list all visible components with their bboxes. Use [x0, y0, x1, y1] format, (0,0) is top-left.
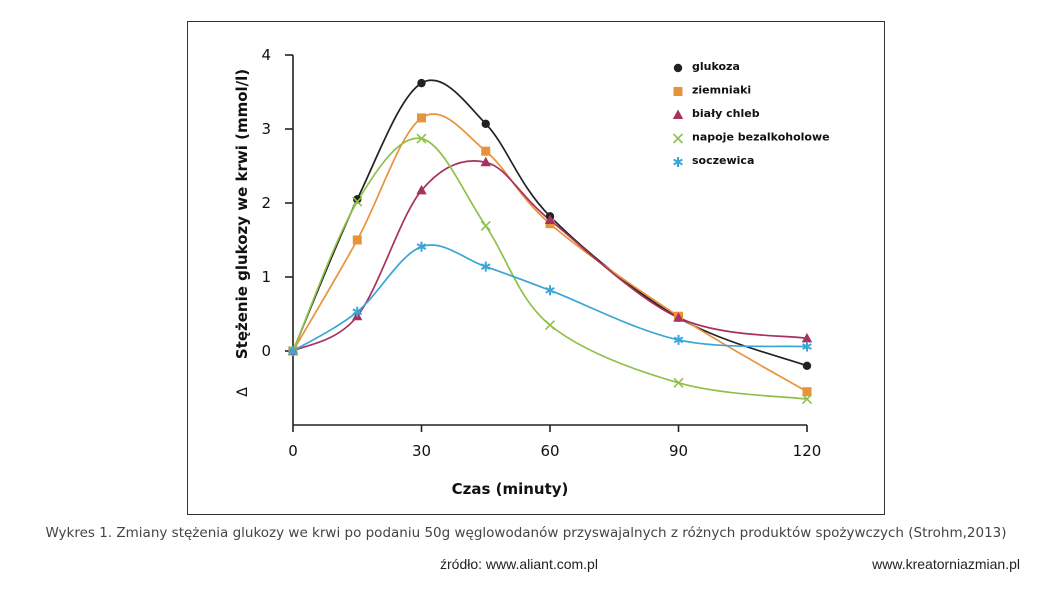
chart-frame [187, 21, 885, 515]
legend-marker [672, 133, 684, 144]
data-point [802, 361, 812, 370]
legend-label: soczewica [692, 154, 754, 167]
data-point [288, 346, 298, 356]
data-point [416, 241, 427, 252]
data-point [673, 334, 684, 345]
x-tick-label: 60 [540, 442, 559, 460]
chart-axes: 0 1 2 3 4 0 30 60 90 120 [261, 46, 821, 460]
data-point [352, 235, 362, 245]
y-axis-label: Stężenie glukozy we krwi (mmol/l) [233, 69, 251, 359]
data-point [352, 306, 363, 317]
data-point [801, 332, 813, 343]
chart-lines [292, 79, 808, 400]
data-point [544, 320, 556, 331]
legend-label: glukoza [692, 60, 740, 73]
legend-label: ziemniaki [692, 84, 751, 97]
chart-legend: glukoza ziemniaki biały chleb napoje bezalk… [672, 60, 830, 167]
data-point [480, 261, 491, 272]
data-point [480, 156, 491, 167]
data-point [481, 146, 491, 156]
glucose-chart: 0 1 2 3 4 0 30 60 90 120 glukoza ziemniaki biały ch… [233, 46, 830, 498]
data-point [802, 387, 812, 397]
legend-marker [673, 157, 683, 167]
figure-caption: Wykres 1. Zmiany stężenia glukozy we krw… [45, 525, 1007, 541]
data-point [480, 220, 491, 232]
y-tick-label: 2 [261, 194, 271, 212]
data-point [801, 394, 813, 405]
y-axis-label-delta: Δ [235, 387, 251, 397]
chart-markers [287, 78, 813, 405]
data-point [673, 312, 684, 322]
x-tick-label: 120 [793, 442, 822, 460]
site-credit: www.kreatorniazmian.pl [872, 556, 1020, 572]
data-point [481, 119, 490, 129]
data-point [417, 78, 426, 88]
data-point [417, 113, 426, 123]
legend-marker [673, 87, 683, 96]
series-line-3 [292, 137, 808, 400]
source-credit: źródło: www.aliant.com.pl [440, 556, 598, 572]
data-point [353, 195, 362, 204]
y-tick-label: 1 [261, 268, 271, 286]
data-point [352, 196, 363, 207]
data-point [416, 133, 427, 144]
y-tick-label: 4 [261, 46, 271, 64]
legend-label: napoje bezalkoholowe [692, 131, 830, 144]
y-tick-label: 0 [261, 342, 271, 360]
y-tick-label: 3 [261, 120, 271, 138]
data-point [416, 184, 427, 195]
legend-marker [673, 63, 683, 73]
legend-label: biały chleb [692, 107, 760, 120]
data-point [802, 341, 812, 352]
data-point [673, 377, 684, 388]
x-tick-label: 0 [288, 442, 298, 460]
series-line-2 [292, 160, 808, 352]
x-axis-label: Czas (minuty) [452, 480, 569, 498]
x-tick-label: 30 [412, 442, 431, 460]
series-line-4 [292, 244, 808, 352]
x-tick-label: 90 [669, 442, 688, 460]
data-point [545, 285, 555, 296]
legend-marker [672, 109, 684, 119]
data-point [544, 214, 556, 225]
